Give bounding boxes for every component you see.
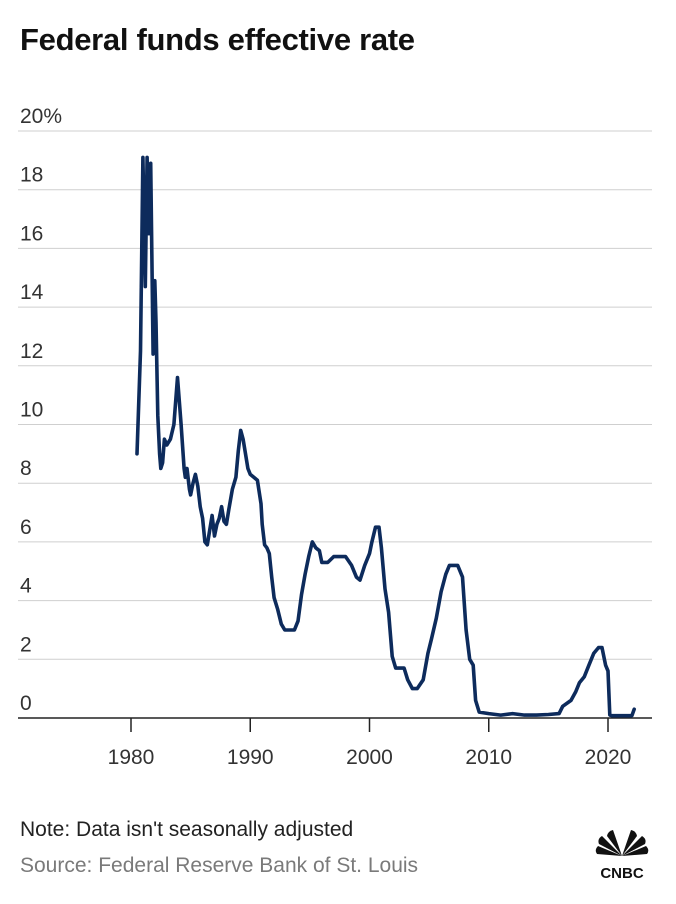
series-layer [135, 155, 637, 718]
x-tick-label: 2020 [585, 746, 632, 769]
y-tick-label: 0 [20, 692, 32, 715]
y-tick-label: 8 [20, 457, 32, 480]
svg-text:CNBC: CNBC [600, 865, 643, 882]
y-tick-label: 14 [20, 281, 44, 304]
x-tick-label: 2000 [346, 746, 393, 769]
chart-note: Note: Data isn't seasonally adjusted [20, 818, 354, 841]
y-tick-label: 4 [20, 575, 32, 598]
series-line [135, 155, 637, 718]
y-tick-label: 20% [20, 105, 62, 128]
line-chart: 20% 18 16 14 12 10 8 6 4 2 0 1980 1990 2000 2010 2020 [18, 105, 652, 769]
y-tick-label: 18 [20, 164, 43, 187]
x-tick-label: 1990 [227, 746, 274, 769]
chart-source: Source: Federal Reserve Bank of St. Loui… [20, 854, 419, 877]
y-tick-label: 10 [20, 399, 43, 422]
gridlines [18, 130, 652, 719]
y-tick-label: 2 [20, 633, 32, 656]
x-axis-ticks: 1980 1990 2000 2010 2020 [108, 718, 632, 769]
y-tick-label: 16 [20, 222, 43, 245]
y-axis-ticks: 20% 18 16 14 12 10 8 6 4 2 0 [20, 105, 62, 715]
x-tick-label: 2010 [465, 746, 512, 769]
x-tick-label: 1980 [108, 746, 155, 769]
cnbc-logo-icon: CNBC [595, 830, 649, 882]
chart-title: Federal funds effective rate [20, 22, 415, 57]
y-tick-label: 6 [20, 516, 32, 539]
y-tick-label: 12 [20, 340, 43, 363]
